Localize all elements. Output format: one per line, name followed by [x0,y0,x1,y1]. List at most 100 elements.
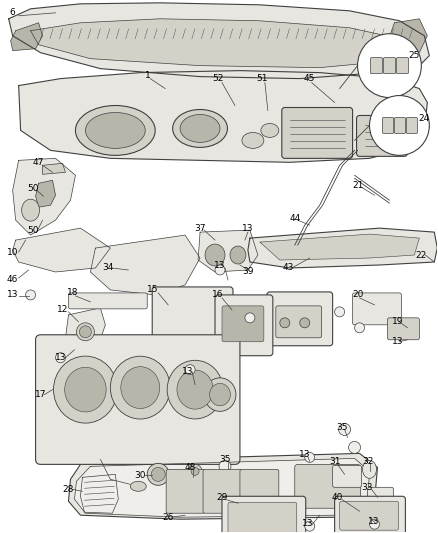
Ellipse shape [79,326,92,338]
Circle shape [355,323,364,333]
Text: 13: 13 [299,450,311,459]
FancyBboxPatch shape [371,58,382,74]
FancyBboxPatch shape [35,335,240,464]
Polygon shape [81,474,118,513]
Ellipse shape [110,356,170,419]
Circle shape [305,521,314,531]
Ellipse shape [205,244,225,266]
Text: 43: 43 [282,263,293,272]
Text: 29: 29 [216,493,228,502]
FancyBboxPatch shape [335,496,406,533]
Polygon shape [68,454,378,519]
FancyBboxPatch shape [282,108,353,158]
Circle shape [219,461,231,472]
Text: 40: 40 [332,493,343,502]
Text: 21: 21 [352,181,363,190]
Text: 13: 13 [392,337,403,346]
FancyBboxPatch shape [396,58,408,74]
Ellipse shape [130,481,146,491]
Ellipse shape [230,246,246,264]
FancyBboxPatch shape [152,287,233,343]
Text: 33: 33 [362,483,373,492]
FancyBboxPatch shape [339,501,399,530]
Text: 26: 26 [162,513,174,522]
Polygon shape [90,235,200,295]
Polygon shape [31,19,414,68]
Text: 51: 51 [256,74,268,83]
Text: 13: 13 [242,224,254,232]
Ellipse shape [363,461,377,478]
Polygon shape [260,234,419,260]
FancyBboxPatch shape [240,470,279,513]
Ellipse shape [85,112,145,148]
Ellipse shape [173,109,227,148]
Circle shape [25,290,35,300]
Text: 13: 13 [368,516,379,526]
Ellipse shape [121,367,160,409]
Ellipse shape [300,318,310,328]
Ellipse shape [147,463,169,486]
Ellipse shape [53,356,117,423]
Polygon shape [25,78,417,160]
FancyBboxPatch shape [276,306,321,338]
Circle shape [245,313,255,323]
FancyBboxPatch shape [353,293,401,325]
Circle shape [370,519,379,529]
Text: 18: 18 [67,288,78,297]
Ellipse shape [191,467,199,475]
Text: 52: 52 [212,74,224,83]
Polygon shape [13,228,110,272]
Text: 16: 16 [212,290,224,300]
Text: 50: 50 [27,225,39,235]
Text: 44: 44 [289,214,300,223]
FancyBboxPatch shape [215,295,273,356]
Ellipse shape [177,370,213,409]
FancyBboxPatch shape [367,487,393,519]
Polygon shape [35,180,56,207]
Ellipse shape [242,132,264,148]
Ellipse shape [180,115,220,142]
Text: 47: 47 [33,158,44,167]
Circle shape [390,92,399,100]
Polygon shape [13,158,75,235]
FancyBboxPatch shape [222,496,306,533]
Text: 13: 13 [182,367,194,376]
Text: 32: 32 [362,457,373,466]
FancyBboxPatch shape [166,470,205,513]
Polygon shape [74,458,370,517]
Circle shape [56,353,66,362]
Text: 13: 13 [55,353,66,362]
FancyBboxPatch shape [332,465,361,487]
Ellipse shape [21,199,39,221]
Ellipse shape [151,467,165,481]
FancyBboxPatch shape [382,117,393,133]
FancyBboxPatch shape [357,116,407,156]
Ellipse shape [75,106,155,155]
Text: 46: 46 [7,276,18,285]
Text: 30: 30 [134,471,146,480]
Text: 28: 28 [63,485,74,494]
Ellipse shape [261,124,279,138]
Ellipse shape [188,464,202,478]
Circle shape [370,95,429,155]
Text: 13: 13 [214,261,226,270]
Circle shape [399,104,406,112]
Text: 6: 6 [10,9,15,17]
Text: 24: 24 [419,114,430,123]
Polygon shape [198,230,258,272]
Circle shape [305,453,314,462]
Text: 37: 37 [194,224,206,232]
FancyBboxPatch shape [384,58,396,74]
Text: 13: 13 [7,290,18,300]
FancyBboxPatch shape [203,470,242,513]
Ellipse shape [204,378,236,411]
Text: 17: 17 [35,390,46,399]
Text: 35: 35 [219,455,231,464]
FancyBboxPatch shape [395,117,406,133]
Ellipse shape [210,383,230,406]
Circle shape [339,424,350,435]
Text: 1: 1 [145,71,151,80]
Text: 19: 19 [392,317,403,326]
Ellipse shape [77,323,95,341]
Text: 22: 22 [416,251,427,260]
